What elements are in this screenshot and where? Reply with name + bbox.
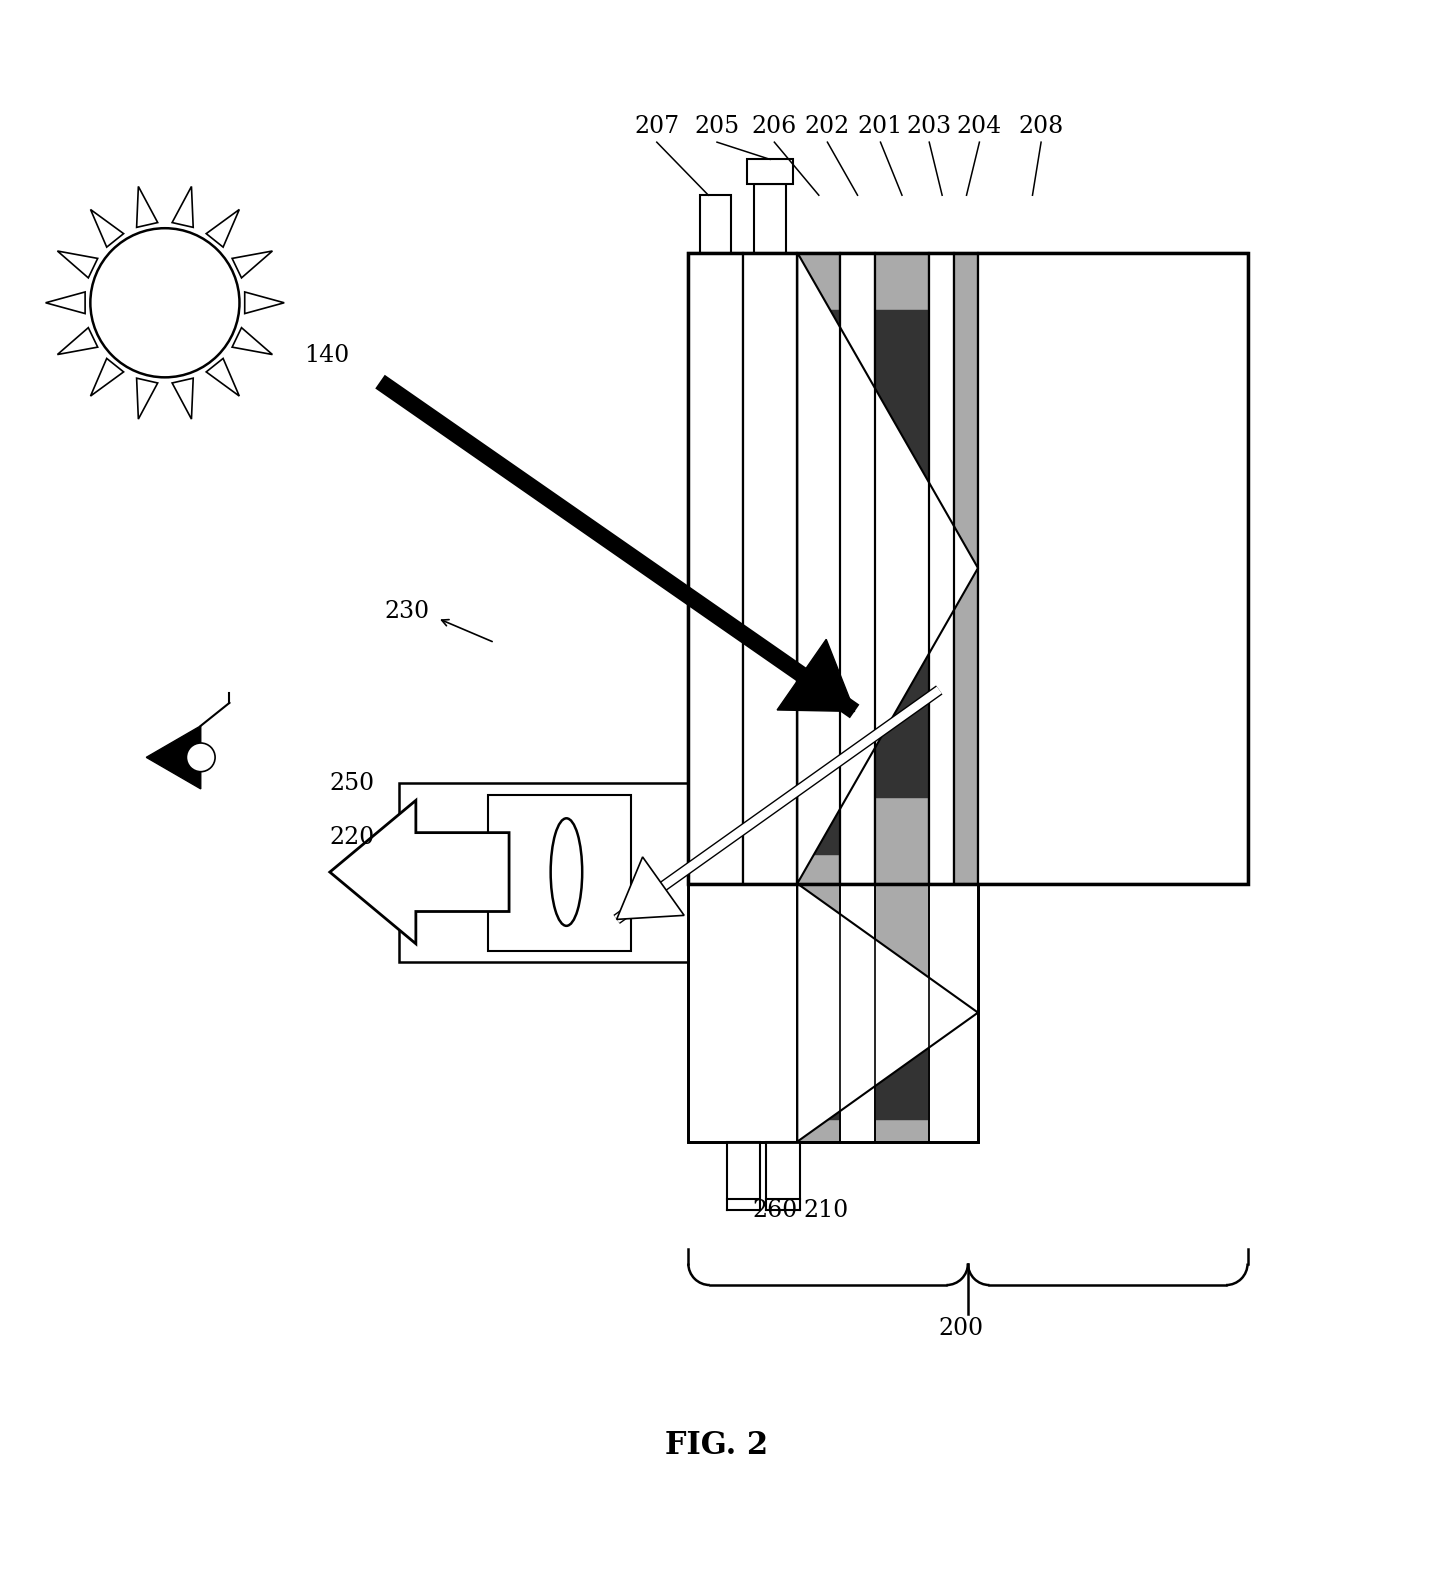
Bar [488,794,631,951]
Text: 140: 140 [304,345,350,367]
Text: 220: 220 [330,826,376,849]
Text: 205: 205 [694,115,740,137]
Bar [766,1142,800,1199]
Bar [688,884,978,1142]
Bar [875,884,929,1142]
Circle shape [186,743,215,772]
Bar [700,195,731,252]
Polygon shape [797,884,978,1142]
Polygon shape [797,252,978,884]
Bar [875,252,929,884]
Text: 203: 203 [906,115,952,137]
Polygon shape [136,187,158,228]
Bar [929,252,954,884]
Polygon shape [136,378,158,419]
Circle shape [90,228,239,378]
Text: FIG. 2: FIG. 2 [665,1431,769,1461]
Bar [797,597,840,798]
Polygon shape [46,292,85,314]
Text: 202: 202 [804,115,850,137]
Bar [797,1027,840,1120]
Bar [978,252,1248,884]
Bar [747,160,793,183]
Bar [727,1142,760,1199]
Bar [743,252,797,884]
Text: 206: 206 [751,115,797,137]
Polygon shape [172,378,194,419]
Polygon shape [330,801,509,944]
Bar [797,884,840,1142]
Polygon shape [172,187,194,228]
Text: 208: 208 [1018,115,1064,137]
Bar [797,912,840,1005]
Bar [875,252,929,884]
Bar [978,252,1248,884]
Bar [929,252,954,884]
Text: 200: 200 [938,1316,984,1340]
Text: 201: 201 [858,115,903,137]
Polygon shape [617,857,684,919]
Bar [875,1027,929,1120]
Bar [875,597,929,798]
Bar [840,252,875,884]
Polygon shape [245,292,284,314]
Bar [875,309,929,510]
Polygon shape [206,359,239,396]
Text: 260: 260 [753,1199,799,1222]
Polygon shape [90,209,123,247]
Polygon shape [206,209,239,247]
Text: 207: 207 [634,115,680,137]
Polygon shape [57,250,98,278]
Ellipse shape [551,818,582,925]
Text: 204: 204 [956,115,1002,137]
Bar [797,252,840,884]
Bar [954,252,978,884]
Polygon shape [232,327,272,354]
Text: 230: 230 [384,600,429,622]
Bar [754,183,786,252]
Bar [399,783,688,962]
Bar [797,252,840,884]
Bar [875,884,929,1142]
Bar [688,252,1248,884]
Polygon shape [777,640,855,711]
Bar [797,884,840,1142]
Text: 210: 210 [803,1199,849,1222]
Polygon shape [146,726,201,790]
Bar [743,252,797,884]
Polygon shape [90,359,123,396]
Bar [797,309,840,510]
Bar [840,252,875,884]
Polygon shape [232,250,272,278]
Text: 250: 250 [330,772,374,794]
Bar [797,812,840,855]
Polygon shape [57,327,98,354]
Bar [954,252,978,884]
Bar [688,884,978,1142]
Bar [688,252,743,884]
Bar [688,252,743,884]
